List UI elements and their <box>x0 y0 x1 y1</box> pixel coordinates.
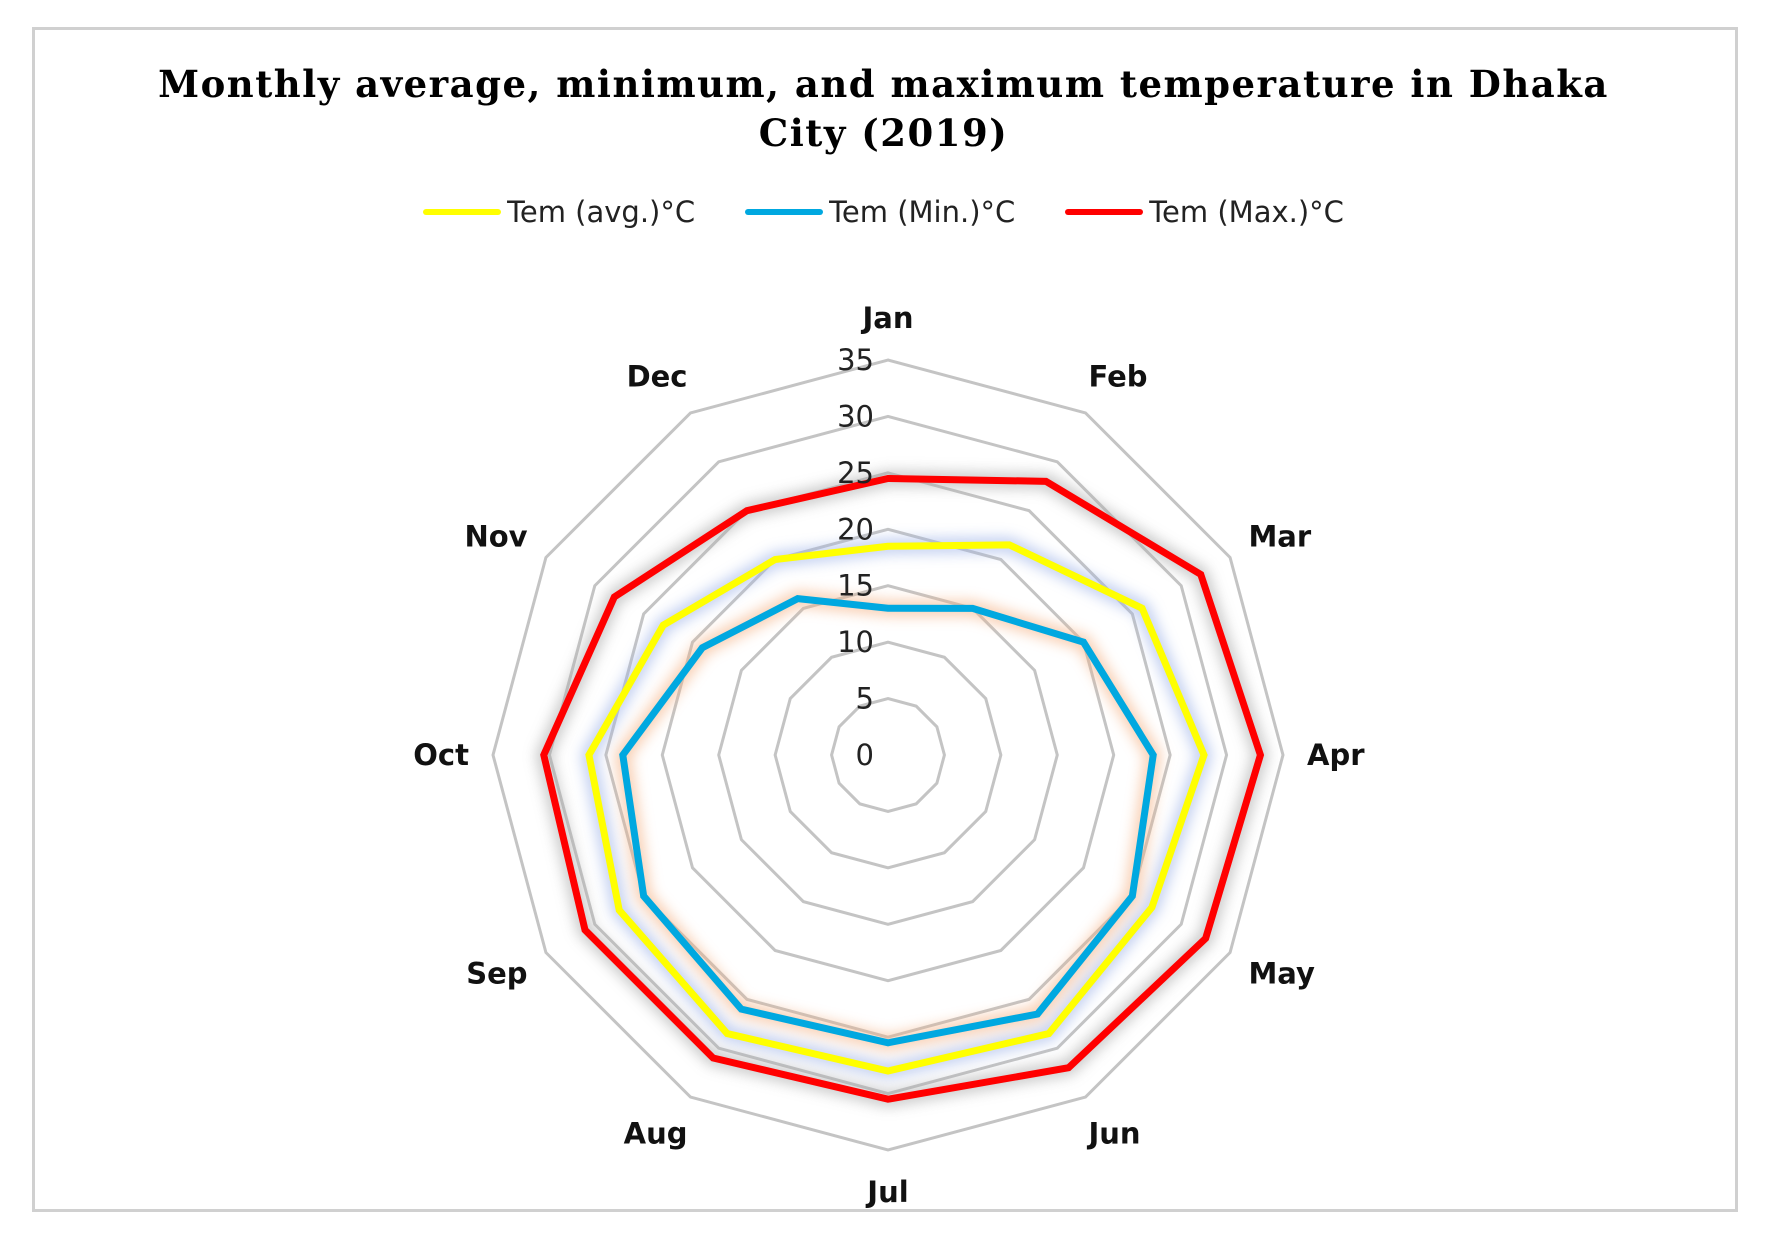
grid-ring-10 <box>773 640 1003 870</box>
month-label-feb: Feb <box>1089 360 1148 394</box>
series-line-1 <box>619 595 1157 1047</box>
legend-item-avg: Tem (avg.)°C <box>423 195 695 229</box>
month-label-aug: Aug <box>624 1116 688 1150</box>
grid-ring-15 <box>717 584 1059 926</box>
month-label-dec: Dec <box>627 360 688 394</box>
legend-label-avg: Tem (avg.)°C <box>507 195 696 229</box>
tick-label-20: 20 <box>837 512 874 546</box>
legend-item-max: Tem (Max.)°C <box>1065 195 1344 229</box>
series-line-2 <box>540 474 1265 1103</box>
tick-label-5: 5 <box>856 682 874 716</box>
legend-swatch-min <box>745 209 824 215</box>
legend-swatch-avg <box>423 209 502 215</box>
legend: Tem (avg.)°C Tem (Min.)°C Tem (Max.)°C <box>0 195 1767 229</box>
month-label-mar: Mar <box>1248 520 1311 554</box>
radial-axis-ticks: 0 5 10 15 20 25 30 35 <box>837 343 874 772</box>
legend-swatch-max <box>1065 209 1144 215</box>
month-label-jan: Jan <box>860 301 913 335</box>
month-label-oct: Oct <box>413 738 469 772</box>
tick-label-30: 30 <box>837 399 874 433</box>
month-label-nov: Nov <box>464 520 527 554</box>
grid-ring-20 <box>660 527 1116 983</box>
grid-ring-35 <box>491 358 1285 1152</box>
month-label-jun: Jun <box>1087 1116 1141 1150</box>
chart-title-line-2: City (2019) <box>758 111 1009 155</box>
tick-label-25: 25 <box>837 456 874 490</box>
series-glow-1 <box>615 591 1161 1050</box>
month-label-sep: Sep <box>466 957 527 991</box>
series-line-0 <box>585 541 1208 1075</box>
tick-label-10: 10 <box>837 625 874 659</box>
tick-label-35: 35 <box>837 343 874 377</box>
month-label-apr: Apr <box>1307 738 1365 772</box>
tick-label-0: 0 <box>856 738 874 772</box>
grid-ring-5 <box>830 697 946 813</box>
legend-label-max: Tem (Max.)°C <box>1149 195 1344 229</box>
series-layer <box>540 474 1265 1103</box>
month-label-may: May <box>1248 957 1315 991</box>
month-labels: Jan Feb Mar Apr May Jun Jul Aug Sep Oct Nov Dec <box>413 301 1365 1209</box>
chart-title: Monthly average, minimum, and maximum te… <box>0 60 1767 158</box>
legend-item-min: Tem (Min.)°C <box>745 195 1015 229</box>
tick-label-15: 15 <box>837 569 874 603</box>
chart-title-line-1: Monthly average, minimum, and maximum te… <box>158 62 1609 106</box>
month-label-jul: Jul <box>865 1175 908 1209</box>
chart-frame <box>32 27 1738 1212</box>
legend-label-min: Tem (Min.)°C <box>829 195 1016 229</box>
